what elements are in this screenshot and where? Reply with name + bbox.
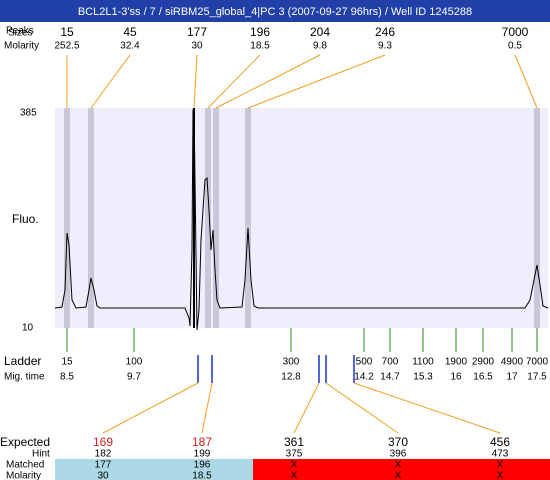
matched-value: 177: [95, 460, 112, 471]
peak-band: [245, 108, 251, 328]
peak-connector: [90, 54, 131, 109]
ladder-size: 700: [382, 357, 399, 368]
y-top: 385: [20, 108, 37, 119]
peak-molarity: 252.5: [54, 41, 79, 52]
peak-size: 7000: [502, 25, 529, 39]
matched-cell: [348, 459, 450, 480]
molarity-value: X: [497, 471, 504, 480]
peak-molarity: 30: [191, 41, 203, 52]
molarity-value: X: [291, 471, 298, 480]
matched-cell: [253, 459, 348, 480]
expected-connector: [201, 382, 213, 434]
expected-connector: [293, 382, 320, 434]
hint-value: 396: [390, 449, 407, 460]
mig-time: 12.8: [281, 372, 301, 383]
hint-value: 473: [492, 449, 509, 460]
mig-time: 9.7: [127, 372, 141, 383]
peak-size: 45: [123, 25, 137, 39]
peak-molarity: 9.3: [378, 41, 392, 52]
expected-label: Expected: [0, 435, 50, 449]
row-label: Molarity: [4, 41, 39, 52]
expected-value: 169: [93, 435, 113, 449]
expected-value: 370: [388, 435, 408, 449]
matched-value: 196: [194, 460, 211, 471]
molarity-value: 18.5: [192, 471, 212, 480]
ladder-label: Ladder: [4, 354, 41, 368]
mig-time: 14.2: [354, 372, 374, 383]
ladder-size: 4900: [501, 357, 524, 368]
mig-time: 15.3: [413, 372, 433, 383]
ladder-size: 15: [61, 357, 73, 368]
peak-size: 204: [310, 25, 330, 39]
ladder-size: 1100: [412, 357, 434, 368]
ladder-size: 500: [356, 357, 373, 368]
ladder-size: 100: [126, 357, 143, 368]
mig-time: 14.7: [380, 372, 400, 383]
matched-value: X: [291, 460, 298, 471]
mig-time: 16.5: [473, 372, 493, 383]
peak-size: 246: [375, 25, 395, 39]
peak-connector: [247, 54, 386, 109]
peak-band: [534, 108, 540, 328]
y-label: Fluo.: [12, 212, 39, 226]
peak-band: [88, 108, 94, 328]
ladder-size: 2900: [472, 357, 495, 368]
peak-molarity: 9.8: [313, 41, 327, 52]
matched-cell: [154, 459, 253, 480]
mig-time: 17: [506, 372, 518, 383]
trace: [54, 107, 549, 331]
peak-band: [205, 108, 211, 328]
hint-value: 375: [286, 449, 303, 460]
ladder-size: 7000: [526, 357, 549, 368]
y-bottom: 10: [22, 323, 34, 334]
matched-value: X: [395, 460, 402, 471]
expected-value: 456: [490, 435, 510, 449]
peak-molarity: 18.5: [250, 41, 270, 52]
mig-time: 16: [450, 372, 462, 383]
row-label: Sizes: [8, 28, 32, 39]
matched-cell: [55, 459, 154, 480]
hint-label: Hint: [32, 449, 50, 460]
peak-molarity: 32.4: [120, 41, 140, 52]
molarity-value: 30: [97, 471, 109, 480]
hint-value: 182: [95, 449, 112, 460]
peak-connector: [215, 54, 321, 109]
peak-connector: [193, 54, 198, 109]
expected-value: 187: [192, 435, 212, 449]
expected-value: 361: [284, 435, 304, 449]
mig-time: 17.5: [527, 372, 547, 383]
matched-cell: [450, 459, 550, 480]
matched-value: X: [497, 460, 504, 471]
hint-value: 199: [194, 449, 211, 460]
molarity-label: Molarity: [6, 471, 41, 480]
expected-connector: [325, 382, 399, 434]
expected-connector: [102, 382, 199, 434]
expected-connector: [353, 382, 501, 434]
molarity-value: X: [395, 471, 402, 480]
title: BCL2L1-3'ss / 7 / siRBM25_global_4|PC 3 …: [78, 6, 472, 18]
peak-size: 177: [187, 25, 207, 39]
peak-size: 196: [250, 25, 270, 39]
peak-connector: [514, 54, 538, 109]
plot-area: [55, 108, 548, 328]
ladder-size: 300: [283, 357, 300, 368]
peak-band: [213, 108, 219, 328]
peak-connector: [207, 54, 261, 109]
mig-time: 8.5: [60, 372, 74, 383]
ladder-size: 1900: [445, 357, 468, 368]
peak-size: 15: [60, 25, 74, 39]
mig-label: Mig. time: [4, 372, 45, 383]
peak-molarity: 0.5: [508, 41, 522, 52]
title-bar: [0, 0, 550, 22]
row-label: Peaks: [6, 26, 34, 37]
peak-band: [64, 108, 70, 328]
matched-label: Matched: [6, 460, 44, 471]
